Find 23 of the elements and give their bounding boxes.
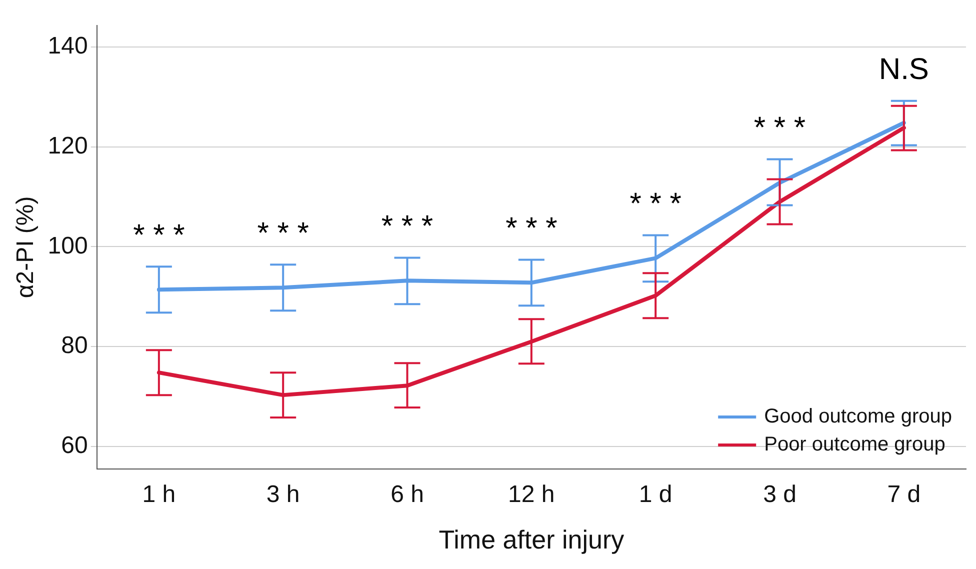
y-tick-label: 80 [61,332,88,360]
x-tick-label: 1 d [638,481,672,508]
annotation: * * * [257,216,310,250]
x-tick-label: 12 h [508,481,555,508]
legend-label: Good outcome group [764,406,952,428]
y-tick-label: 140 [48,32,88,60]
annotation: * * * [133,218,186,252]
annotation: * * * [754,112,806,145]
legend-label: Poor outcome group [764,434,946,456]
annotation: * * * [630,187,682,220]
y-tick-label: 60 [61,432,88,460]
x-tick-label: 1 h [142,481,176,508]
y-tick-label: 100 [48,232,88,260]
annotation: * * * [506,212,558,245]
x-tick-label: 7 d [887,481,921,508]
annotation: N.S [878,53,929,86]
x-axis-title: Time after injury [438,524,624,555]
annotation: * * * [381,210,434,243]
y-tick-label: 120 [48,132,88,160]
x-tick-label: 3 h [266,481,300,508]
y-axis-title: α2-PI (%) [12,196,40,298]
x-tick-label: 3 d [763,481,796,508]
x-tick-label: 6 h [390,481,424,508]
